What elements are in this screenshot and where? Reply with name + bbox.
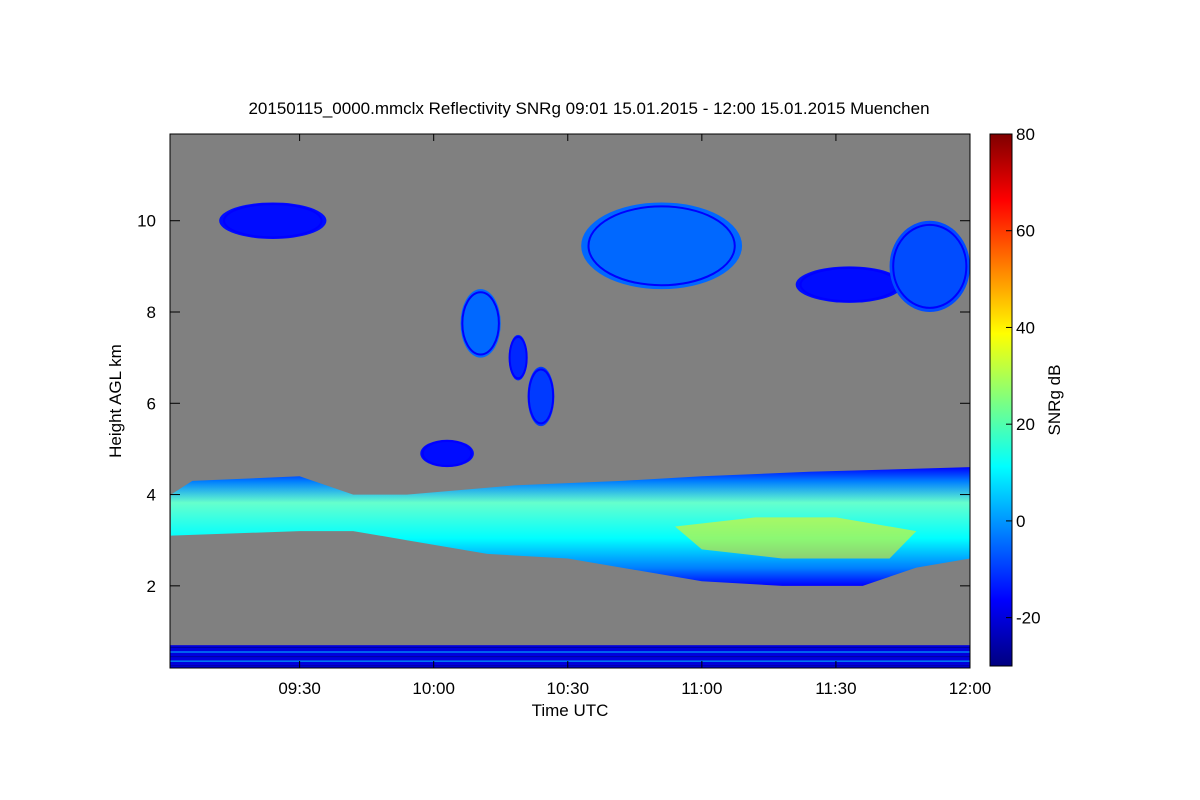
cirrus-patch-edge [527,368,555,425]
colorbar [989,133,1013,667]
y-tick-label: 8 [147,303,156,322]
cirrus-patch-edge [223,203,323,239]
cirrus-patch [508,334,528,381]
x-tick-label: 12:00 [949,679,992,698]
cirrus-patch [795,266,903,303]
cirrus-patch [889,220,970,312]
cirrus-patch [460,289,501,358]
cirrus-patch [581,202,743,290]
cirrus-patch [527,366,555,427]
colorbar-label: SNRg dB [1045,365,1064,436]
colorbar-tick-label: -20 [1016,609,1041,628]
y-tick-label: 6 [147,394,156,413]
x-tick-label: 10:00 [412,679,455,698]
cirrus-patch [420,439,474,468]
y-axis-label: Height AGL km [106,344,125,458]
colorbar-tick-label: 20 [1016,415,1035,434]
colorbar-tick-label: 80 [1016,125,1035,144]
cloud-core [675,517,917,559]
y-tick-label: 2 [147,577,156,596]
colorbar-axis: -20 0 20 40 60 80 [1006,125,1041,628]
cirrus-patch-edge [461,291,500,356]
x-axis-label: Time UTC [532,701,609,720]
x-tick-label: 11:00 [681,679,722,698]
colorbar-tick-label: 40 [1016,318,1035,337]
chart-title: 20150115_0000.mmclx Reflectivity SNRg 09… [248,99,929,118]
x-tick-label: 10:30 [546,679,589,698]
radar-echoes [170,202,970,668]
cirrus-patch-edge [508,335,528,380]
y-axis: 2 4 6 8 10 [137,212,970,596]
cirrus-patch [219,202,327,239]
colorbar-tick-label: 0 [1016,512,1025,531]
x-tick-label: 11:30 [815,679,856,698]
colorbar-tick-label: 60 [1016,222,1035,241]
y-tick-label: 10 [137,212,156,231]
cirrus-patch-edge [587,205,736,287]
y-tick-label: 4 [147,486,156,505]
x-axis: 09:30 10:00 10:30 11:00 11:30 12:00 [278,134,991,698]
x-tick-label: 09:30 [278,679,321,698]
cirrus-patch-edge [892,223,968,309]
cirrus-patch-edge [421,440,473,467]
plot-frame [169,133,971,669]
